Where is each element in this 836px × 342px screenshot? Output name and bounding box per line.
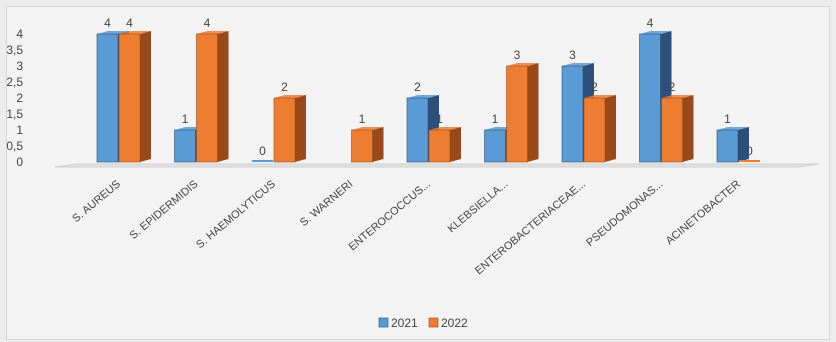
legend-swatch-2022	[428, 317, 439, 328]
data-label: 2	[669, 80, 676, 94]
bar-2021	[639, 33, 661, 163]
bar-side-2022	[450, 127, 461, 162]
x-category-label: S. EPIDERMIDIS	[128, 178, 201, 242]
bar-2022	[583, 97, 606, 163]
chart-frame: 0 0,5 1 1,5 2 2,5 3 3,5 4 4 4 S. AUREUS 1 4 S. EPIDERM…	[6, 6, 830, 340]
bar-side-2022	[372, 127, 384, 162]
bar-top-2021	[639, 31, 672, 34]
data-label: 1	[182, 112, 189, 126]
data-label: 0	[746, 144, 753, 158]
bar-side-2022	[527, 63, 539, 162]
bar-2022	[661, 97, 683, 163]
bar-2021	[716, 129, 739, 163]
bar-top-2021	[407, 95, 439, 98]
data-label: 2	[591, 80, 598, 94]
y-tick-label: 1,5	[7, 107, 23, 121]
y-tick-label: 0,5	[7, 139, 23, 153]
bar-top-2022	[584, 95, 616, 98]
y-tick-label: 1	[16, 123, 23, 137]
bar-2022	[506, 65, 528, 163]
y-tick-label: 3	[16, 59, 23, 73]
bar-top-2021	[717, 127, 749, 130]
bar-top-2022	[119, 31, 151, 34]
bar-side-2022	[140, 31, 151, 162]
data-label: 1	[492, 112, 499, 126]
data-label: 4	[647, 16, 654, 30]
bar-top-2022	[196, 31, 229, 34]
data-label: 2	[281, 80, 288, 94]
bar-top-2021	[97, 31, 129, 34]
y-tick-label: 0	[16, 155, 23, 169]
bar-2022	[196, 33, 218, 163]
bar-top-2021	[562, 63, 594, 66]
data-label: 3	[514, 48, 521, 62]
legend-label: 2021	[391, 316, 418, 330]
bar-top-2022	[274, 95, 306, 98]
bar-side-2022	[605, 95, 616, 162]
data-label: 4	[104, 16, 111, 30]
x-category-label: PSEUDOMONAS...	[584, 178, 665, 249]
legend-label: 2022	[441, 316, 468, 330]
legend-swatch-2021	[378, 317, 389, 328]
data-label: 0	[259, 144, 266, 158]
data-label: 2	[414, 80, 421, 94]
bar-top-2022	[506, 63, 539, 66]
bar-side-2022	[217, 31, 229, 162]
y-tick-label: 2,5	[7, 75, 23, 89]
bar-top-2022	[661, 95, 694, 98]
data-label: 4	[204, 16, 211, 30]
data-label: 3	[569, 48, 576, 62]
bar-2022	[118, 33, 141, 163]
bar-2021	[561, 65, 584, 163]
x-category-label: ENTEROCOCCUS...	[347, 178, 433, 253]
x-category-label: ACINETOBACTER	[664, 178, 743, 247]
bar-side-2021	[738, 127, 749, 162]
y-tick-label: 2	[16, 91, 23, 105]
data-label: 4	[126, 16, 133, 30]
bar-2021	[252, 160, 273, 162]
bar-2021	[406, 97, 429, 163]
bar-2021	[484, 129, 506, 163]
bar-side-2022	[295, 95, 306, 162]
x-category-label: S. WARNERI	[298, 178, 356, 229]
bar-side-2022	[682, 95, 694, 162]
bar-2022	[739, 160, 760, 162]
x-category-label: KLEBSIELLA...	[446, 178, 511, 235]
bar-top-2022	[351, 127, 384, 130]
bar-2021	[96, 33, 119, 163]
y-tick-label: 3,5	[7, 43, 23, 57]
data-label: 1	[436, 112, 443, 126]
x-category-label: S. AUREUS	[70, 178, 123, 225]
bar-2022	[351, 129, 373, 163]
bar-2021	[174, 129, 196, 163]
chart-floor	[54, 163, 820, 168]
x-category-label: S. HAEMOLYTICUS	[194, 178, 278, 251]
data-label: 1	[359, 112, 366, 126]
data-label: 1	[724, 112, 731, 126]
bar-2022	[428, 129, 451, 163]
bar-2022	[273, 97, 296, 163]
bar-chart: 0 0,5 1 1,5 2 2,5 3 3,5 4 4 4 S. AUREUS 1 4 S. EPIDERM…	[7, 16, 820, 330]
y-tick-label: 4	[16, 27, 23, 41]
bar-top-2022	[429, 127, 461, 130]
